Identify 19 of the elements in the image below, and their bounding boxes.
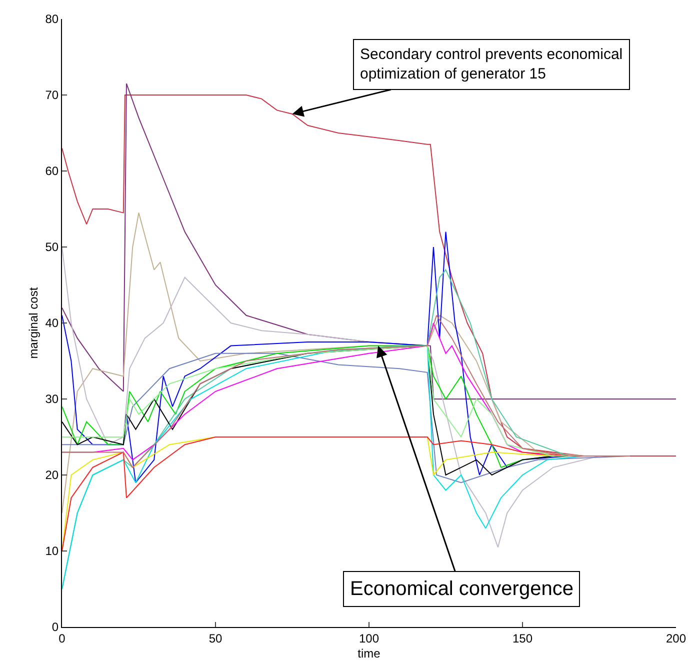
y-tick-label: 10 xyxy=(45,544,59,558)
y-tick-label: 70 xyxy=(45,88,59,102)
x-tick-label: 200 xyxy=(666,631,686,646)
annotation: Secondary control prevents economical optimization of generator 15 xyxy=(360,46,623,82)
y-axis-title: marginal cost xyxy=(26,286,41,359)
y-tick-label: 30 xyxy=(45,392,59,406)
y-tick-label: 60 xyxy=(45,164,59,178)
line-series xyxy=(62,94,676,456)
annotation: Economical convergence xyxy=(350,578,574,600)
x-tick-label: 100 xyxy=(358,631,380,646)
x-tick-label: 150 xyxy=(512,631,533,646)
x-axis-title: time xyxy=(358,646,381,660)
y-tick-label: 0 xyxy=(52,620,59,634)
x-tick-label: 50 xyxy=(208,631,222,646)
y-tick-label: 50 xyxy=(45,240,59,254)
y-tick-label: 20 xyxy=(45,468,59,482)
y-tick-label: 80 xyxy=(45,12,59,26)
y-tick-label: 40 xyxy=(45,316,59,330)
line-series xyxy=(62,83,676,400)
